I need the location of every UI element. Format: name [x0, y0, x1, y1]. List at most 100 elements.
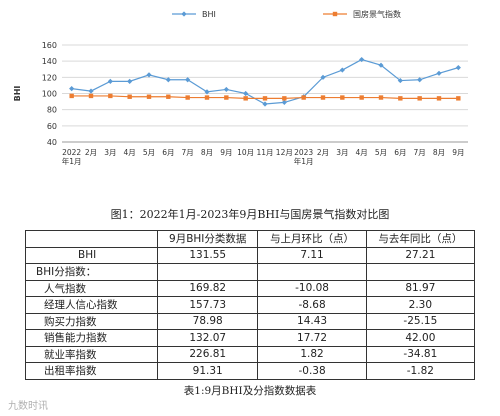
- x-tick-label: 5月: [375, 148, 387, 157]
- data-point: [378, 62, 384, 68]
- watermark: 九数时讯: [8, 401, 48, 412]
- row-mom: -8.68: [257, 296, 367, 314]
- row-value: 157.73: [156, 296, 259, 314]
- data-point: [281, 99, 287, 105]
- row-label: 销售能力指数: [25, 329, 158, 347]
- row-value: 132.07: [156, 329, 259, 347]
- x-tick-label: 2月: [85, 148, 97, 157]
- x-tick-label: 3月: [336, 148, 348, 157]
- x-tick-label: 10月: [237, 148, 254, 157]
- data-point: [417, 96, 422, 101]
- data-point: [224, 95, 229, 100]
- data-point: [301, 95, 306, 100]
- x-tick-label: 2022 年1月: [62, 148, 82, 166]
- y-tick-label: 140: [42, 57, 57, 66]
- x-tick-label: 8月: [201, 148, 213, 157]
- header-cell-value: 9月BHI分类数据: [156, 230, 259, 248]
- row-value: 91.31: [156, 362, 259, 380]
- data-point: [359, 56, 365, 63]
- row-value: 78.98: [156, 312, 259, 330]
- data-point: [185, 95, 190, 100]
- row-yoy: -34.81: [365, 345, 476, 363]
- data-point: [339, 67, 345, 73]
- x-tick-label: 4月: [356, 148, 368, 157]
- header-cell-mom: 与上月环比（点）: [257, 230, 367, 248]
- table-row-group: BHI分指数：: [25, 263, 476, 281]
- group-label: BHI分指数：: [25, 263, 158, 281]
- x-tick-label: 8月: [433, 148, 445, 157]
- data-point: [223, 86, 229, 93]
- y-tick-label: 80: [47, 106, 57, 115]
- x-tick-label: 2023 年1月: [294, 148, 314, 166]
- x-tick-label: 12月: [276, 148, 293, 157]
- table-caption: 表1:9月BHI及分指数数据表: [183, 385, 317, 397]
- data-point: [455, 65, 461, 71]
- row-mom: -10.08: [257, 279, 367, 297]
- y-axis-label: BHI: [13, 86, 22, 102]
- row-yoy: 2.30: [365, 296, 476, 314]
- row-yoy: 27.21: [365, 246, 476, 264]
- data-point: [340, 95, 345, 100]
- table-row: 人气指数 169.82 -10.08 81.97: [25, 279, 476, 297]
- data-point: [436, 70, 442, 76]
- y-tick-label: 100: [42, 90, 57, 99]
- y-tick-label: 60: [47, 122, 57, 131]
- data-point: [359, 95, 364, 100]
- x-tick-label: 7月: [414, 148, 426, 157]
- row-value: 131.55: [156, 246, 259, 264]
- row-yoy: 42.00: [365, 329, 476, 347]
- data-point: [127, 94, 132, 99]
- y-tick-label: 120: [42, 73, 57, 82]
- y-tick-label: 160: [42, 41, 57, 50]
- data-point: [398, 96, 403, 101]
- data-point: [185, 77, 191, 83]
- data-point: [165, 77, 171, 83]
- data-point: [320, 74, 326, 80]
- row-label: 购买力指数: [25, 312, 158, 330]
- data-point: [108, 93, 113, 99]
- data-point: [262, 101, 268, 107]
- data-point: [243, 90, 249, 97]
- x-tick-label: 11月: [256, 148, 273, 157]
- data-point: [166, 94, 171, 99]
- data-point: [88, 93, 94, 99]
- table-row: 经理人信心指数 157.73 -8.68 2.30: [25, 296, 476, 314]
- data-point: [320, 95, 326, 100]
- x-tick-label: 6月: [162, 148, 174, 157]
- row-yoy: -1.82: [365, 362, 476, 380]
- x-tick-label: 3月: [104, 148, 116, 157]
- x-tick-label: 9月: [452, 148, 464, 157]
- legend-label: 国房景气指数: [353, 9, 401, 19]
- x-tick-label: 9月: [220, 148, 232, 157]
- legend-marker: [181, 11, 187, 17]
- row-mom: 1.82: [257, 345, 367, 363]
- legend-marker: [332, 11, 338, 17]
- x-tick-label: 2月: [317, 148, 329, 157]
- data-point: [262, 96, 268, 101]
- data-point: [88, 88, 94, 94]
- table-row-bhi: BHI 131.55 7.11 27.21: [25, 246, 476, 264]
- legend-label: BHI: [202, 10, 216, 19]
- data-point: [456, 96, 461, 101]
- row-label: 经理人信心指数: [25, 296, 158, 314]
- table-header-row: 9月BHI分类数据 与上月环比（点） 与去年同比（点）: [25, 230, 476, 248]
- row-mom: 7.11: [257, 246, 367, 264]
- data-point: [69, 93, 74, 99]
- row-label: BHI: [25, 246, 158, 264]
- bhi-data-table: 9月BHI分类数据 与上月环比（点） 与去年同比（点） BHI 131.55 7…: [25, 230, 476, 380]
- empty-cell: [257, 263, 367, 281]
- data-point: [127, 78, 133, 84]
- row-value: 226.81: [156, 345, 259, 363]
- data-point: [417, 77, 423, 83]
- empty-cell: [365, 263, 476, 281]
- row-label: 出租率指数: [25, 362, 158, 380]
- row-label: 就业率指数: [25, 345, 158, 363]
- x-tick-label: 4月: [124, 148, 136, 157]
- row-value: 169.82: [156, 279, 259, 297]
- x-tick-label: 6月: [394, 148, 406, 157]
- header-cell-yoy: 与去年同比（点）: [365, 230, 476, 248]
- table-row: 销售能力指数 132.07 17.72 42.00: [25, 329, 476, 347]
- row-yoy: -25.15: [365, 312, 476, 330]
- data-point: [397, 77, 403, 84]
